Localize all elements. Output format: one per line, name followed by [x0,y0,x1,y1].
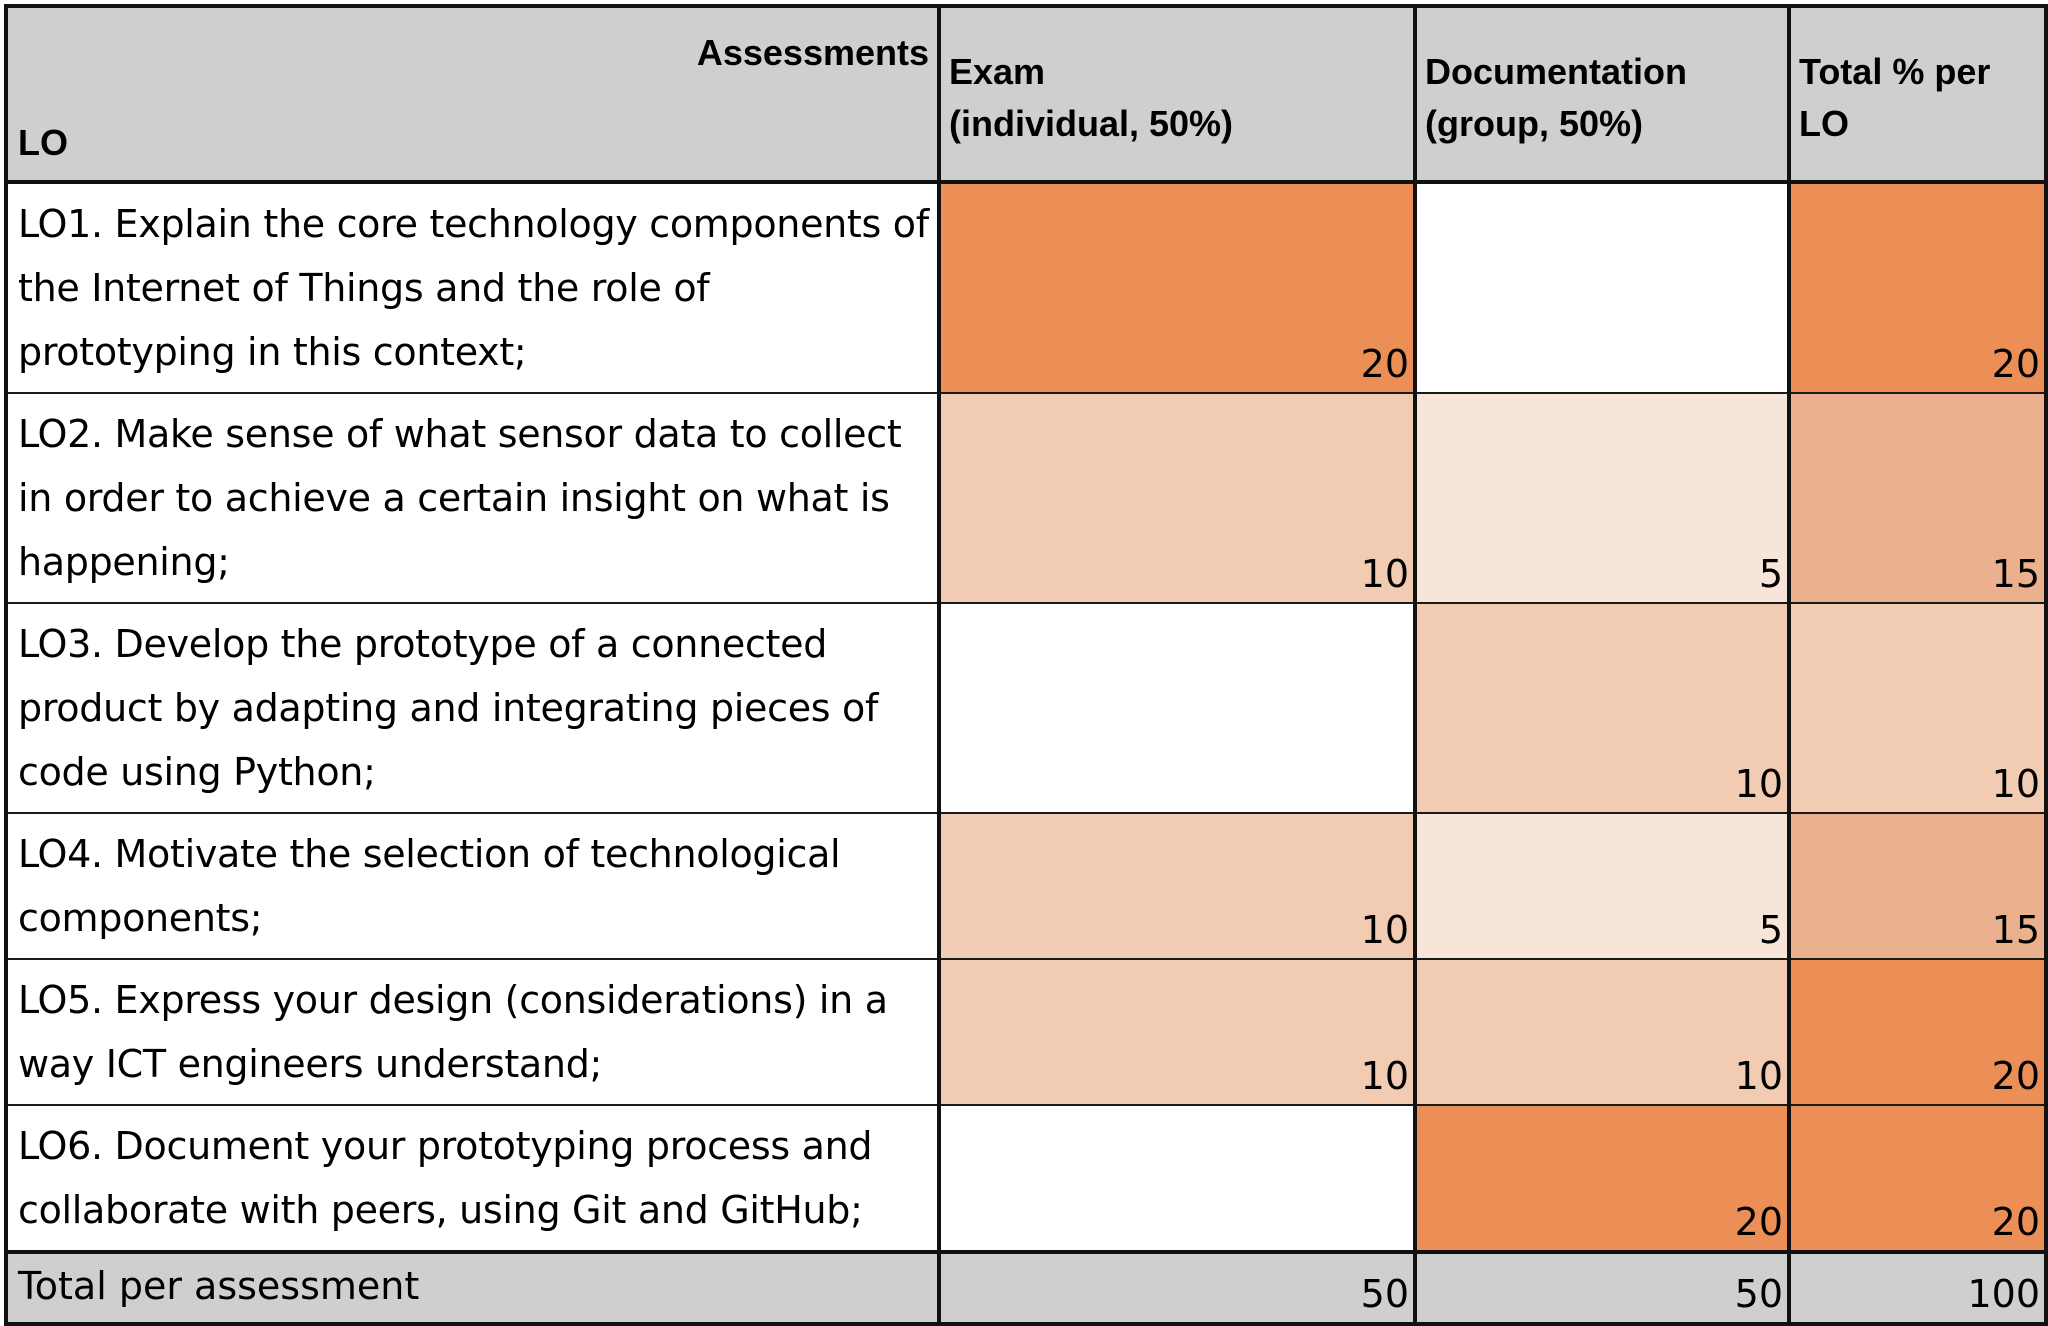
total-total-cell: 100 [1788,1250,2048,1326]
total-value-cell: 20 [1788,958,2048,1106]
header-total-per-lo: Total % per LO [1799,51,1991,144]
total-value-cell: 20 [1788,1104,2048,1253]
assessments-label: Assessments [696,32,929,73]
header-documentation: Documentation (group, 50%) [1425,51,1688,144]
table-header-row: Assessments LO Exam (individual, 50%) Do… [4,4,2048,184]
header-exam-cell: Exam (individual, 50%) [938,4,1417,184]
lo-text-cell: LO6. Document your prototyping process a… [4,1104,941,1253]
lo-text-cell: LO4. Motivate the selection of technolog… [4,812,941,960]
total-exam-cell: 50 [938,1250,1417,1326]
total-doc-cell: 50 [1414,1250,1791,1326]
total-value-cell: 15 [1788,812,2048,960]
learning-outcomes-table: Assessments LO Exam (individual, 50%) Do… [4,4,2048,1326]
total-value: 15 [1991,552,2040,596]
total-value: 20 [1991,1054,2040,1098]
lo-text: LO6. Document your prototyping process a… [18,1124,873,1232]
exam-value: 20 [1360,342,1409,386]
table-row: LO3. Develop the prototype of a connecte… [4,602,2048,814]
documentation-value: 10 [1734,1054,1783,1098]
lo-label: LO [18,122,68,163]
exam-value: 10 [1360,1054,1409,1098]
table-row: LO2. Make sense of what sensor data to c… [4,392,2048,604]
exam-value-cell [938,602,1417,814]
exam-value-cell: 10 [938,392,1417,604]
total-value-cell: 15 [1788,392,2048,604]
lo-text: LO4. Motivate the selection of technolog… [18,832,841,940]
documentation-value: 10 [1734,762,1783,806]
exam-value-cell: 10 [938,812,1417,960]
documentation-value-cell: 5 [1414,392,1791,604]
exam-value-cell: 20 [938,181,1417,394]
total-doc-value: 50 [1734,1272,1783,1316]
documentation-value: 5 [1758,908,1783,952]
lo-text-cell: LO3. Develop the prototype of a connecte… [4,602,941,814]
documentation-value: 5 [1758,552,1783,596]
lo-text: LO5. Express your design (considerations… [18,978,888,1086]
total-label-cell: Total per assessment [4,1250,941,1326]
total-value: 20 [1991,342,2040,386]
header-exam: Exam (individual, 50%) [949,51,1234,144]
lo-text: LO3. Develop the prototype of a connecte… [18,622,879,794]
lo-text-cell: LO1. Explain the core technology compone… [4,181,941,394]
documentation-value: 20 [1734,1200,1783,1244]
table-row: LO1. Explain the core technology compone… [4,181,2048,394]
exam-value-cell: 10 [938,958,1417,1106]
documentation-value-cell: 5 [1414,812,1791,960]
lo-text: LO1. Explain the core technology compone… [18,202,929,374]
total-value-cell: 20 [1788,181,2048,394]
total-label: Total per assessment [18,1264,420,1308]
table-row: LO6. Document your prototyping process a… [4,1104,2048,1253]
exam-value: 10 [1360,908,1409,952]
table-row: LO5. Express your design (considerations… [4,958,2048,1106]
documentation-value-cell: 20 [1414,1104,1791,1253]
lo-text-cell: LO2. Make sense of what sensor data to c… [4,392,941,604]
total-exam-value: 50 [1360,1272,1409,1316]
total-value: 20 [1991,1200,2040,1244]
header-doc-cell: Documentation (group, 50%) [1414,4,1791,184]
lo-text: LO2. Make sense of what sensor data to c… [18,412,902,584]
total-row: Total per assessment 50 50 100 [4,1250,2048,1326]
header-lo-cell: Assessments LO [4,4,941,184]
total-value: 15 [1991,908,2040,952]
table-row: LO4. Motivate the selection of technolog… [4,812,2048,960]
documentation-value-cell: 10 [1414,958,1791,1106]
exam-value: 10 [1360,552,1409,596]
header-total-cell: Total % per LO [1788,4,2048,184]
lo-text-cell: LO5. Express your design (considerations… [4,958,941,1106]
documentation-value-cell [1414,181,1791,394]
total-total-value: 100 [1967,1272,2040,1316]
total-value-cell: 10 [1788,602,2048,814]
exam-value-cell [938,1104,1417,1253]
total-value: 10 [1991,762,2040,806]
documentation-value-cell: 10 [1414,602,1791,814]
